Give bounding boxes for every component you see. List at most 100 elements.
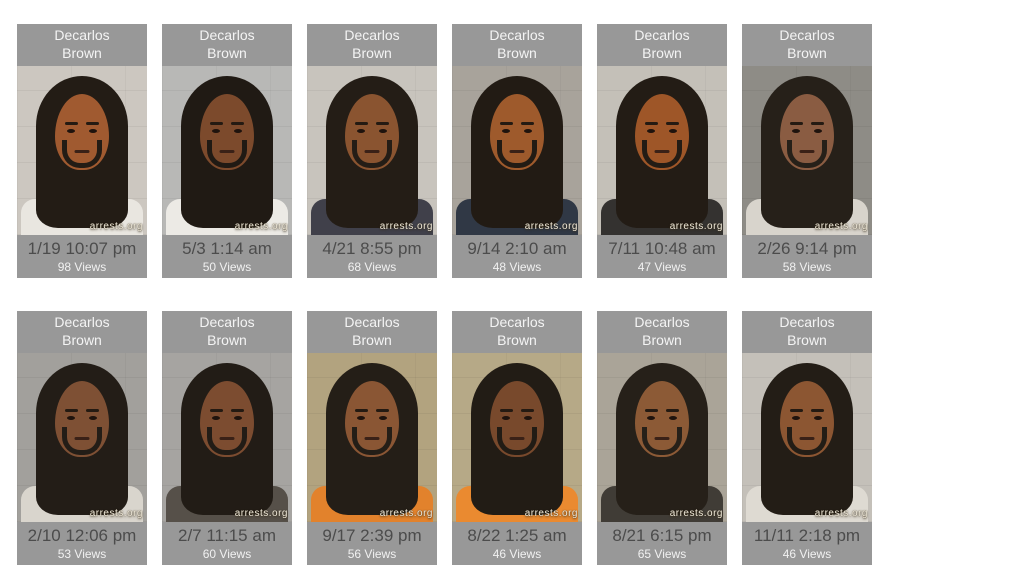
arrest-date: 2/26 9:14 pm xyxy=(757,239,857,258)
eye-icon xyxy=(814,416,822,420)
beard-silhouette xyxy=(642,140,682,168)
card-name-header: Decarlos Brown xyxy=(452,24,582,66)
card-info-footer: 2/26 9:14 pm 58 Views xyxy=(742,235,872,278)
brow-icon xyxy=(811,122,824,125)
brow-icon xyxy=(500,409,513,412)
card-info-footer: 4/21 8:55 pm 68 Views xyxy=(307,235,437,278)
person-name: Decarlos Brown xyxy=(344,314,400,348)
mugshot-photo: arrests.org xyxy=(452,353,582,522)
beard-silhouette xyxy=(497,427,537,455)
card-name-header: Decarlos Brown xyxy=(162,311,292,353)
mugshot-card[interactable]: Decarlos Brown arrests.org 9/14 2:10 am … xyxy=(452,24,582,278)
card-name-header: Decarlos Brown xyxy=(307,24,437,66)
eye-icon xyxy=(212,129,220,133)
arrest-date: 4/21 8:55 pm xyxy=(322,239,422,258)
card-name-header: Decarlos Brown xyxy=(452,311,582,353)
mugshot-card[interactable]: Decarlos Brown arrests.org 2/7 11:15 am … xyxy=(162,311,292,565)
views-count: 65 Views xyxy=(637,547,687,561)
mugshot-photo: arrests.org xyxy=(597,353,727,522)
card-info-footer: 5/3 1:14 am 50 Views xyxy=(162,235,292,278)
views-count: 56 Views xyxy=(347,547,397,561)
mouth-icon xyxy=(74,150,90,153)
eye-icon xyxy=(814,129,822,133)
beard-silhouette xyxy=(62,140,102,168)
views-count: 46 Views xyxy=(782,547,832,561)
card-name-header: Decarlos Brown xyxy=(597,24,727,66)
views-count: 58 Views xyxy=(782,260,832,274)
card-name-header: Decarlos Brown xyxy=(742,24,872,66)
mugshot-card[interactable]: Decarlos Brown arrests.org 1/19 10:07 pm… xyxy=(17,24,147,278)
views-count: 47 Views xyxy=(637,260,687,274)
views-count: 53 Views xyxy=(57,547,107,561)
mugshot-card[interactable]: Decarlos Brown arrests.org 2/26 9:14 pm … xyxy=(742,24,872,278)
mugshot-card[interactable]: Decarlos Brown arrests.org 2/10 12:06 pm… xyxy=(17,311,147,565)
eye-icon xyxy=(792,416,800,420)
mugshot-photo: arrests.org xyxy=(162,353,292,522)
beard-silhouette xyxy=(207,140,247,168)
card-name-header: Decarlos Brown xyxy=(597,311,727,353)
watermark-text: arrests.org xyxy=(379,508,433,519)
views-count: 68 Views xyxy=(347,260,397,274)
eye-icon xyxy=(524,129,532,133)
mugshot-photo: arrests.org xyxy=(742,66,872,235)
beard-silhouette xyxy=(352,140,392,168)
eye-icon xyxy=(212,416,220,420)
mouth-icon xyxy=(364,150,380,153)
beard-silhouette xyxy=(497,140,537,168)
eye-icon xyxy=(234,129,242,133)
person-name: Decarlos Brown xyxy=(54,27,110,61)
watermark-text: arrests.org xyxy=(524,508,578,519)
watermark-text: arrests.org xyxy=(814,221,868,232)
mugshot-photo: arrests.org xyxy=(162,66,292,235)
card-name-header: Decarlos Brown xyxy=(17,311,147,353)
person-name: Decarlos Brown xyxy=(634,314,690,348)
eye-icon xyxy=(524,416,532,420)
eye-icon xyxy=(669,416,677,420)
person-name: Decarlos Brown xyxy=(779,314,835,348)
mugshot-card[interactable]: Decarlos Brown arrests.org 8/21 6:15 pm … xyxy=(597,311,727,565)
card-name-header: Decarlos Brown xyxy=(307,311,437,353)
eye-icon xyxy=(379,416,387,420)
brow-icon xyxy=(376,409,389,412)
brow-icon xyxy=(231,409,244,412)
brow-icon xyxy=(355,409,368,412)
brow-icon xyxy=(210,409,223,412)
views-count: 50 Views xyxy=(202,260,252,274)
mugshot-card[interactable]: Decarlos Brown arrests.org 8/22 1:25 am … xyxy=(452,311,582,565)
eye-icon xyxy=(647,129,655,133)
mouth-icon xyxy=(219,437,235,440)
arrest-date: 7/11 10:48 am xyxy=(608,239,716,258)
mugshot-card[interactable]: Decarlos Brown arrests.org 4/21 8:55 pm … xyxy=(307,24,437,278)
arrest-date: 8/21 6:15 pm xyxy=(612,526,712,545)
person-name: Decarlos Brown xyxy=(54,314,110,348)
person-name: Decarlos Brown xyxy=(199,27,255,61)
beard-silhouette xyxy=(642,427,682,455)
beard-silhouette xyxy=(787,140,827,168)
watermark-text: arrests.org xyxy=(234,508,288,519)
mugshot-card[interactable]: Decarlos Brown arrests.org 5/3 1:14 am 5… xyxy=(162,24,292,278)
brow-icon xyxy=(521,409,534,412)
watermark-text: arrests.org xyxy=(234,221,288,232)
eye-icon xyxy=(67,129,75,133)
card-info-footer: 9/17 2:39 pm 56 Views xyxy=(307,522,437,565)
arrest-date: 9/17 2:39 pm xyxy=(322,526,422,545)
mugshot-card[interactable]: Decarlos Brown arrests.org 11/11 2:18 pm… xyxy=(742,311,872,565)
brow-icon xyxy=(666,122,679,125)
views-count: 98 Views xyxy=(57,260,107,274)
mugshot-card[interactable]: Decarlos Brown arrests.org 7/11 10:48 am… xyxy=(597,24,727,278)
eye-icon xyxy=(502,416,510,420)
beard-silhouette xyxy=(787,427,827,455)
arrest-date: 2/10 12:06 pm xyxy=(27,526,137,545)
brow-icon xyxy=(790,409,803,412)
mugshot-card[interactable]: Decarlos Brown arrests.org 9/17 2:39 pm … xyxy=(307,311,437,565)
eye-icon xyxy=(234,416,242,420)
watermark-text: arrests.org xyxy=(89,221,143,232)
brow-icon xyxy=(231,122,244,125)
brow-icon xyxy=(65,409,78,412)
card-info-footer: 8/22 1:25 am 46 Views xyxy=(452,522,582,565)
mouth-icon xyxy=(799,437,815,440)
brow-icon xyxy=(355,122,368,125)
person-name: Decarlos Brown xyxy=(779,27,835,61)
eye-icon xyxy=(67,416,75,420)
eye-icon xyxy=(647,416,655,420)
